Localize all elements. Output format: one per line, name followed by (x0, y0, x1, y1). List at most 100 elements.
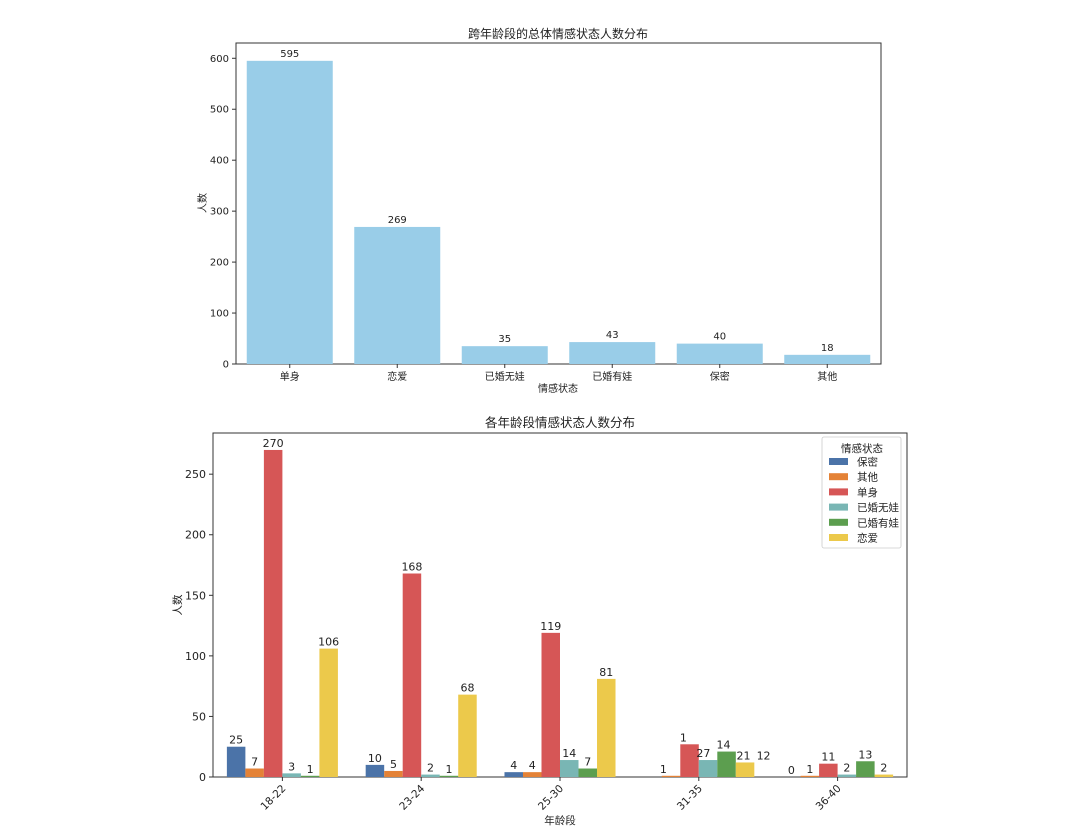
chart1-plot-frame (235, 42, 882, 365)
chart1-y-axis: 0 100 200 300 400 500 600 (210, 54, 236, 371)
chart2-data-label: 7 (251, 756, 258, 769)
chart2-bar (402, 573, 422, 777)
chart2-data-label: 14 (562, 747, 576, 760)
chart2-bar (800, 775, 820, 777)
chart2-data-label: 11 (821, 751, 835, 764)
chart2-xlabel: 年龄段 (544, 814, 576, 827)
chart2-bar (384, 770, 403, 777)
chart2-bar (439, 775, 459, 777)
chart2-data-label: 7 (584, 756, 591, 769)
chart2-bar (263, 449, 283, 777)
chart1-xtick-label: 已婚有娃 (592, 370, 632, 383)
chart2-data-label: 81 (599, 666, 613, 679)
chart2-ytick-label: 50 (192, 710, 206, 723)
chart2-data-label: 0 (788, 764, 795, 777)
legend-label: 已婚无娃 (857, 501, 899, 514)
chart1-xtick-label: 保密 (710, 370, 730, 383)
chart2-xtick-label: 18-22 (258, 783, 288, 813)
chart2-y-axis: 0 50 100 150 200 250 (185, 468, 213, 784)
chart2-bar (578, 768, 598, 777)
legend-swatch (829, 488, 848, 496)
chart2-data-label: 119 (540, 620, 561, 633)
chart1-ylabel: 人数 (196, 193, 209, 213)
chart1-xtick-label: 其他 (817, 370, 837, 383)
chart1-bar (784, 354, 871, 364)
chart2-bar (856, 761, 875, 777)
chart2-data-label: 27 (696, 747, 710, 760)
chart1-xtick-label: 已婚无娃 (485, 370, 525, 383)
chart2-bar (245, 768, 264, 777)
chart2-x-axis: 18-22 23-24 25-30 31-35 36-40 (258, 777, 844, 813)
chart2-bar (458, 694, 477, 777)
chart2-data-label: 1 (445, 763, 452, 776)
chart1-xtick-label: 单身 (280, 370, 300, 383)
chart2-ytick-label: 0 (199, 771, 206, 784)
legend-swatch (829, 518, 848, 526)
chart2-bar (541, 632, 560, 777)
chart2-bar (300, 775, 320, 777)
chart2-ytick-label: 200 (185, 529, 206, 542)
legend-label: 恋爱 (857, 532, 878, 545)
chart1-bar (246, 60, 333, 364)
chart2-bar (365, 764, 385, 777)
chart1-ytick-label: 400 (210, 156, 229, 167)
chart2-bar (319, 648, 338, 777)
chart1-bars: 595 269 35 43 40 18 (246, 49, 871, 364)
chart1-data-label: 40 (713, 332, 726, 343)
chart2-data-label: 270 (263, 437, 284, 450)
chart2-bar (698, 760, 718, 777)
chart2-data-label: 1 (660, 763, 667, 776)
chart2-data-label: 14 (716, 739, 730, 752)
chart2-data-label: 3 (288, 760, 295, 773)
chart1-ytick-label: 300 (210, 207, 229, 218)
chart1-bar (354, 226, 441, 364)
chart2-bar (680, 744, 699, 777)
chart1-x-axis: 单身 恋爱 已婚无娃 已婚有娃 保密 其他 (280, 364, 837, 383)
chart2-ytick-label: 100 (185, 650, 206, 663)
chart2-data-label: 2 (843, 762, 850, 775)
chart2-bar (837, 774, 857, 777)
chart2-data-label: 2 (427, 762, 434, 775)
chart2-xtick-label: 25-30 (536, 783, 566, 813)
chart2-data-label: 10 (368, 752, 382, 765)
legend-label: 已婚有娃 (857, 516, 899, 529)
chart1-bar (461, 346, 548, 364)
chart2-data-label: 2 (880, 762, 887, 775)
chart1-ytick-label: 100 (210, 309, 229, 320)
chart2-xtick-label: 23-24 (397, 782, 427, 812)
legend-swatch (829, 503, 848, 511)
chart2-data-label: 21 (737, 749, 751, 762)
legend-title: 情感状态 (841, 442, 883, 455)
chart1-ytick-label: 600 (210, 54, 229, 65)
chart2-bar (522, 772, 542, 777)
legend-label: 保密 (857, 456, 878, 469)
chart1-data-label: 595 (280, 49, 299, 60)
chart1-title: 跨年龄段的总体情感状态人数分布 (468, 26, 648, 41)
chart2-bar (421, 774, 440, 777)
chart2-data-label: 13 (858, 748, 872, 761)
chart2-data-label: 5 (390, 758, 397, 771)
chart1-ytick-label: 0 (223, 360, 229, 371)
chart1-data-label: 35 (498, 334, 511, 345)
chart2-title: 各年龄段情感状态人数分布 (485, 415, 635, 430)
chart2-data-label: 25 (229, 734, 243, 747)
chart2-bar (717, 751, 736, 777)
chart2-bar (597, 678, 616, 777)
chart2-bar (819, 763, 838, 777)
chart2-bar (874, 774, 894, 777)
chart1-bar (676, 343, 763, 364)
chart1-bar (569, 342, 656, 364)
chart2-bar (226, 746, 246, 777)
chart1-data-label: 18 (821, 343, 834, 354)
chart2-xtick-label: 31-35 (675, 783, 705, 813)
chart2-bar (661, 775, 681, 777)
chart2-data-label: 106 (318, 636, 339, 649)
chart2-bar (282, 773, 301, 777)
chart2-data-label: 68 (460, 682, 474, 695)
chart1-xlabel: 情感状态 (538, 382, 578, 395)
